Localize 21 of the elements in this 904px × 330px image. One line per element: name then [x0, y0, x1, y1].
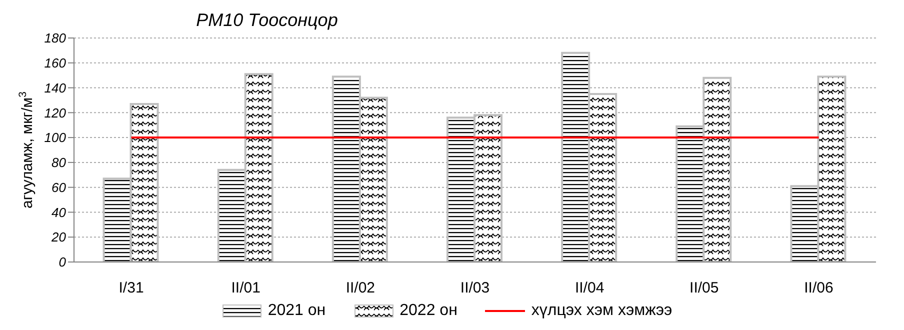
legend-label: хүлцэх хэм хэмжээ [531, 302, 672, 320]
y-tick-label: 120 [44, 105, 67, 120]
x-tick-label: II/01 [231, 280, 260, 297]
y-tick-label: 140 [44, 80, 67, 96]
chart-title: PM10 Тоосонцор [195, 10, 339, 31]
x-tick-label: II/06 [804, 280, 834, 297]
x-tick-label: I/31 [118, 280, 144, 297]
legend-label: 2021 он [268, 302, 326, 320]
y-tick-label: 20 [50, 230, 67, 245]
y-tick-label: 180 [44, 30, 67, 46]
legend-label: 2022 он [400, 302, 458, 320]
y-tick-label: 100 [44, 130, 67, 146]
y-tick-label: 0 [58, 254, 67, 270]
y-tick-label: 80 [52, 155, 67, 170]
x-tick-label: II/04 [574, 280, 604, 297]
y-tick-label: 160 [44, 56, 67, 71]
x-tick-label: II/02 [346, 280, 376, 297]
x-tick-label: II/05 [690, 280, 719, 297]
x-tick-label: II/03 [460, 280, 490, 297]
y-tick-label: 60 [52, 180, 67, 195]
y-tick-label: 40 [52, 204, 67, 220]
